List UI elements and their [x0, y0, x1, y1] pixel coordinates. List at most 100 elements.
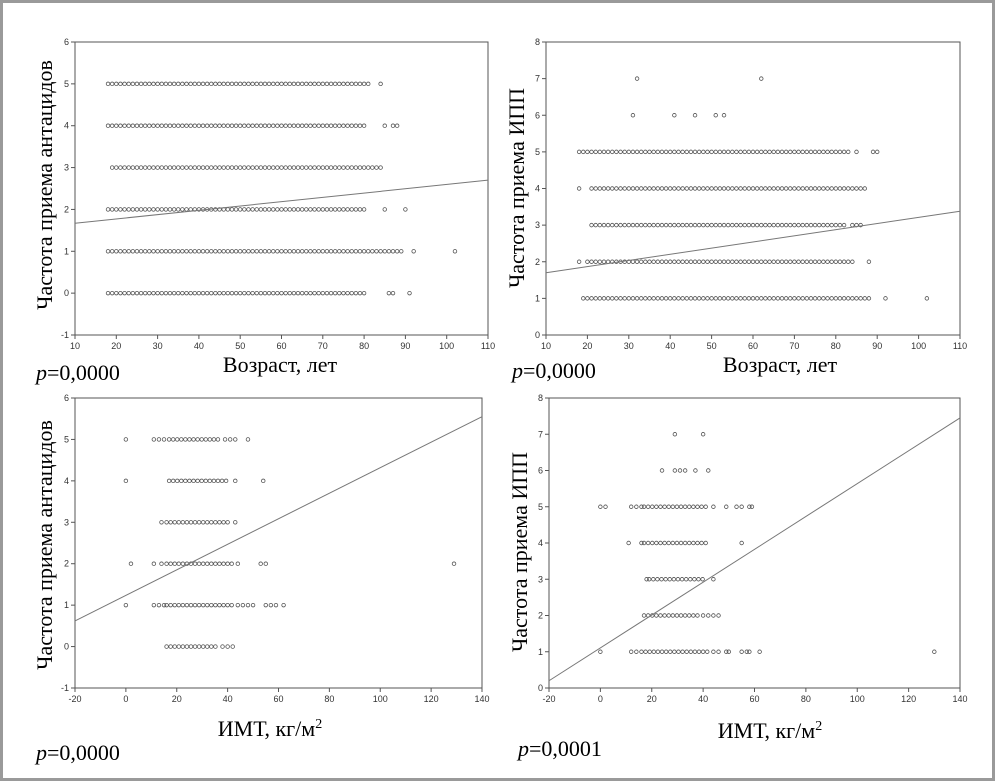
data-point: [295, 249, 301, 254]
data-point: [680, 296, 685, 301]
data-point: [164, 561, 169, 566]
data-point: [646, 577, 652, 582]
data-point: [299, 207, 305, 212]
data-point: [246, 207, 251, 212]
data-point: [394, 249, 400, 254]
data-point: [237, 165, 243, 170]
data-point: [337, 81, 342, 87]
data-point: [324, 81, 330, 87]
data-point: [650, 504, 655, 509]
data-point: [841, 186, 847, 191]
data-point: [316, 81, 321, 87]
data-point: [817, 149, 822, 155]
data-point: [217, 249, 222, 254]
data-point: [655, 259, 660, 264]
data-point: [783, 259, 789, 264]
data-point: [209, 644, 214, 649]
data-point: [647, 649, 652, 654]
data-point: [662, 540, 667, 546]
x-tick-label: 20: [582, 341, 592, 351]
data-point: [172, 644, 177, 649]
data-point: [601, 296, 607, 301]
data-point: [717, 186, 723, 191]
data-point: [271, 207, 276, 212]
data-point: [155, 123, 160, 128]
x-tick-label: 10: [70, 341, 80, 351]
data-point: [324, 290, 330, 296]
data-point: [200, 81, 206, 87]
data-point: [179, 437, 184, 442]
data-point: [713, 259, 718, 264]
data-point: [739, 540, 744, 546]
data-point: [682, 504, 688, 509]
data-point: [328, 81, 334, 87]
data-point: [598, 504, 603, 509]
data-point: [213, 123, 218, 128]
data-point: [341, 165, 346, 170]
x-tick-label: 90: [400, 341, 410, 351]
data-point: [841, 149, 847, 155]
data-point: [328, 290, 334, 296]
data-point: [641, 540, 647, 546]
data-point: [390, 290, 396, 296]
data-point: [374, 165, 379, 170]
data-point: [213, 602, 218, 608]
data-point: [291, 290, 297, 296]
data-point: [258, 81, 264, 87]
data-point: [345, 123, 350, 128]
data-point: [670, 613, 676, 618]
data-point: [695, 613, 700, 618]
data-point: [180, 602, 186, 608]
data-point: [821, 259, 826, 264]
p-value-label: p=0,0000: [34, 740, 120, 765]
data-point: [651, 186, 656, 191]
data-point: [739, 504, 744, 509]
data-point: [581, 149, 586, 155]
data-point: [246, 165, 251, 170]
data-point: [266, 165, 272, 170]
data-point: [796, 296, 801, 301]
data-point: [312, 249, 317, 254]
data-point: [817, 186, 822, 191]
data-point: [324, 249, 330, 254]
data-point: [677, 468, 683, 473]
data-point: [184, 123, 189, 128]
data-point: [688, 296, 694, 301]
y-tick-label: 4: [64, 476, 69, 486]
data-point: [862, 296, 867, 301]
data-point: [201, 561, 206, 566]
data-point: [779, 259, 785, 264]
data-point: [266, 207, 272, 212]
data-point: [262, 81, 268, 87]
data-point: [771, 296, 776, 301]
data-point: [213, 561, 218, 566]
data-point: [180, 520, 186, 525]
data-point: [639, 504, 644, 509]
data-point: [275, 165, 280, 170]
data-point: [630, 149, 636, 155]
data-point: [304, 81, 309, 87]
data-point: [672, 468, 678, 473]
data-point: [283, 81, 288, 87]
data-point: [345, 290, 350, 296]
data-point: [734, 222, 739, 228]
data-point: [287, 81, 292, 87]
data-point: [114, 207, 119, 212]
data-point: [328, 165, 334, 170]
data-point: [213, 249, 218, 254]
data-point: [589, 149, 594, 155]
data-point: [875, 149, 880, 155]
data-point: [639, 540, 644, 546]
data-point: [207, 478, 213, 484]
data-point: [143, 290, 148, 296]
data-point: [672, 113, 677, 118]
data-point: [159, 520, 164, 525]
data-point: [176, 249, 181, 254]
data-point: [730, 259, 735, 264]
data-point: [118, 123, 123, 128]
y-tick-label: 2: [538, 611, 543, 621]
data-point: [332, 290, 338, 296]
data-point: [156, 602, 162, 608]
data-point: [213, 207, 218, 212]
y-tick-label: 3: [64, 517, 69, 527]
